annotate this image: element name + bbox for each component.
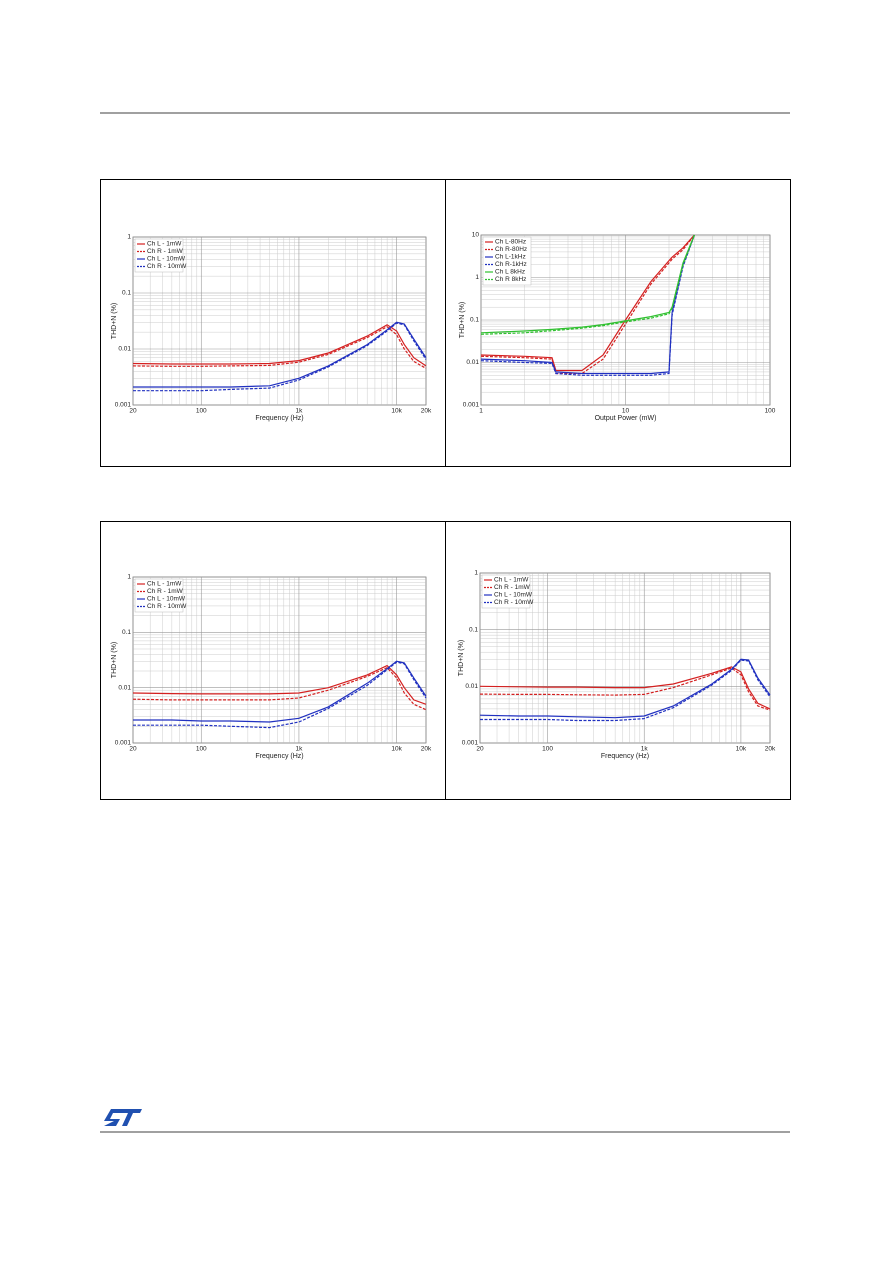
legend-label: Ch L - 10mW <box>494 592 533 599</box>
series-line <box>480 234 695 375</box>
x-tick-label: 20 <box>129 746 137 753</box>
x-tick-label: 20k <box>421 746 432 753</box>
y-tick-label: 10 <box>472 232 480 239</box>
y-tick-label: 1 <box>474 570 478 577</box>
series-line <box>132 664 427 705</box>
legend-label: Ch R 8kHz <box>495 276 526 283</box>
legend-label: Ch L - 1mW <box>494 577 529 584</box>
x-tick-label: 100 <box>196 746 207 753</box>
x-tick-label: 20 <box>476 746 484 753</box>
y-tick-label: 1 <box>127 234 131 241</box>
y-tick-label: 0.01 <box>466 359 479 366</box>
y-tick-label: 1 <box>127 574 131 581</box>
y-tick-label: 0.1 <box>469 626 478 633</box>
y-tick-label: 1 <box>475 274 479 281</box>
legend-label: Ch L 8kHz <box>495 269 525 276</box>
x-tick-label: 1k <box>295 408 303 415</box>
legend-label: Ch R-80Hz <box>495 246 527 253</box>
x-tick-label: 1k <box>641 746 649 753</box>
series-line <box>480 659 771 722</box>
legend-label: Ch L - 1mW <box>147 241 182 248</box>
x-tick-label: 20k <box>421 408 432 415</box>
x-axis-label: Frequency (Hz) <box>255 753 303 760</box>
x-tick-label: 1k <box>295 746 303 753</box>
legend-label: Ch R - 1mW <box>147 588 184 595</box>
y-tick-label: 0.01 <box>118 346 131 353</box>
series-line <box>132 666 427 711</box>
x-tick-label: 10k <box>391 746 402 753</box>
legend-label: Ch R - 1mW <box>147 248 184 255</box>
legend-label: Ch R-1kHz <box>495 261 527 268</box>
x-axis-label: Frequency (Hz) <box>601 753 649 760</box>
x-tick-label: 1 <box>479 408 483 415</box>
y-tick-label: 0.01 <box>465 683 478 690</box>
series-line <box>479 666 771 710</box>
legend-label: Ch L-80Hz <box>495 239 526 246</box>
legend-label: Ch R - 10mW <box>147 263 187 270</box>
figure-box <box>100 521 791 800</box>
y-axis-label: THD+N (%) <box>458 640 465 676</box>
figure-box <box>100 179 791 467</box>
legend-label: Ch L - 1mW <box>147 581 182 588</box>
series-line <box>133 661 427 729</box>
chart: 20 100 1k 10k 20k 0.001 0.01 0.1 1 Frequency (Hz)… <box>458 570 776 760</box>
y-tick-label: 0.1 <box>470 317 479 324</box>
y-tick-label: 0.001 <box>462 740 479 747</box>
series-line <box>480 234 695 372</box>
y-tick-label: 0.001 <box>463 402 480 409</box>
y-tick-label: 0.001 <box>115 740 132 747</box>
series-line <box>133 321 427 388</box>
x-axis-label: Output Power (mW) <box>595 415 657 422</box>
legend-label: Ch R - 1mW <box>494 584 531 591</box>
chart: 20 100 1k 10k 20k 0.001 0.01 0.1 1 Frequency (Hz)… <box>111 574 432 760</box>
legend-label: Ch R - 10mW <box>494 599 534 606</box>
series-line <box>132 324 427 367</box>
series-line <box>479 667 771 711</box>
x-tick-label: 100 <box>542 746 553 753</box>
chart: 20 100 1k 10k 20k 0.001 0.01 0.1 1 Frequency (Hz)… <box>111 234 432 422</box>
y-axis-label: THD+N (%) <box>111 642 118 678</box>
y-axis-label: THD+N (%) <box>111 303 118 339</box>
series-line <box>480 234 695 335</box>
series-line <box>479 658 771 719</box>
st-logo <box>104 1109 142 1126</box>
legend-label: Ch R - 10mW <box>147 603 187 610</box>
y-tick-label: 0.1 <box>122 629 131 636</box>
x-tick-label: 20 <box>129 408 137 415</box>
y-tick-label: 0.1 <box>122 290 131 297</box>
series-line <box>133 322 427 392</box>
series-line <box>133 660 427 723</box>
x-tick-label: 100 <box>196 408 207 415</box>
series-line <box>480 234 695 376</box>
legend-box <box>482 236 532 286</box>
y-tick-label: 0.01 <box>118 684 131 691</box>
legend-label: Ch L - 10mW <box>147 256 186 263</box>
x-tick-label: 100 <box>765 408 776 415</box>
series-line <box>132 325 427 369</box>
x-tick-label: 10k <box>391 408 402 415</box>
x-tick-label: 10k <box>736 746 747 753</box>
legend-label: Ch L-1kHz <box>495 254 526 261</box>
y-axis-label: THD+N (%) <box>459 302 466 338</box>
legend-label: Ch L - 10mW <box>147 596 186 603</box>
y-tick-label: 0.001 <box>115 402 132 409</box>
x-tick-label: 10 <box>622 408 630 415</box>
x-axis-label: Frequency (Hz) <box>255 415 303 422</box>
series-line <box>480 234 695 375</box>
x-tick-label: 20k <box>765 746 776 753</box>
